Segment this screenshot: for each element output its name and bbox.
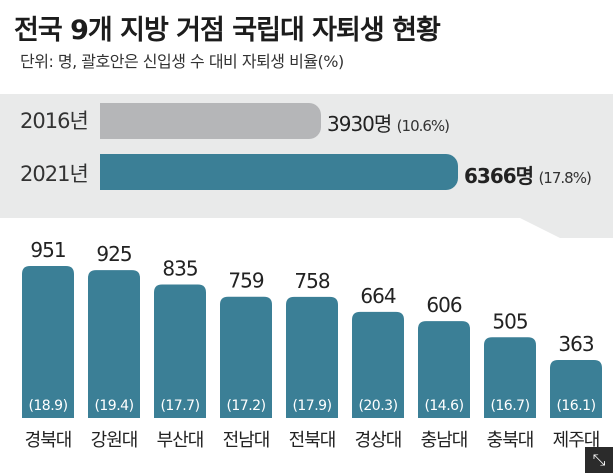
bar-7 <box>484 337 536 418</box>
bar-4 <box>286 296 338 418</box>
bar-1 <box>88 270 140 418</box>
summary-bar-2016 <box>100 103 321 139</box>
bar-value-label-2: 835 <box>162 257 197 281</box>
bar-ratio-label-4: (17.9) <box>292 398 331 414</box>
category-label-5: 경상대 <box>355 430 402 451</box>
bar-value-label-8: 363 <box>558 332 593 356</box>
bar-ratio-label-8: (16.1) <box>556 398 595 414</box>
expand-icon-glyph: ⤡ <box>592 450 606 469</box>
bar-ratio-label-5: (20.3) <box>358 398 397 414</box>
summary-pct-2016: (10.6%) <box>396 117 450 135</box>
chart-subtitle: 단위: 명, 괄호안은 신입생 수 대비 자퇴생 비율(%) <box>20 52 344 71</box>
summary-value-2021: 6366명 (17.8%) <box>464 160 592 189</box>
summary-bar-2021 <box>100 154 458 190</box>
bar-ratio-label-7: (16.7) <box>490 398 529 414</box>
category-label-6: 충남대 <box>421 430 468 451</box>
summary-pct-2021: (17.8%) <box>538 169 591 187</box>
category-label-2: 부산대 <box>157 430 204 451</box>
bar-2 <box>154 284 206 418</box>
bar-3 <box>220 296 272 418</box>
summary-year-2016: 2016년 <box>20 109 89 133</box>
bar-ratio-label-0: (18.9) <box>28 398 67 414</box>
bar-ratio-label-2: (17.7) <box>160 398 199 414</box>
category-label-1: 강원대 <box>91 430 138 451</box>
bar-0 <box>22 266 74 418</box>
bar-value-label-1: 925 <box>96 242 131 266</box>
bar-ratio-label-1: (19.4) <box>94 398 133 414</box>
bar-value-label-6: 606 <box>426 293 461 317</box>
category-label-4: 전북대 <box>289 430 336 451</box>
expand-icon[interactable]: ⤡ <box>585 447 613 473</box>
bar-6 <box>418 321 470 418</box>
summary-value-2016: 3930명 (10.6%) <box>327 108 450 137</box>
bar-value-label-0: 951 <box>30 238 65 262</box>
summary-value-text-2016: 3930명 <box>327 112 392 136</box>
category-label-0: 경북대 <box>25 430 72 451</box>
summary-value-text-2021: 6366명 <box>464 164 534 188</box>
summary-year-2021: 2021년 <box>20 162 89 186</box>
summary-connector <box>430 218 613 238</box>
category-label-7: 충북대 <box>487 430 534 451</box>
bar-5 <box>352 311 404 418</box>
bar-ratio-label-6: (14.6) <box>424 398 463 414</box>
bar-value-label-4: 758 <box>294 269 329 293</box>
bar-value-label-3: 759 <box>228 269 263 293</box>
bar-ratio-label-3: (17.2) <box>226 398 265 414</box>
category-label-3: 전남대 <box>223 430 270 451</box>
chart-title: 전국 9개 지방 거점 국립대 자퇴생 현황 <box>14 15 441 46</box>
category-label-8: 제주대 <box>553 430 600 451</box>
bar-value-label-5: 664 <box>360 284 395 308</box>
bar-value-label-7: 505 <box>492 309 527 333</box>
summary-panel: 2016년 3930명 (10.6%) 2021년 6366명 (17.8%) <box>0 94 613 218</box>
bar-8 <box>550 359 602 418</box>
